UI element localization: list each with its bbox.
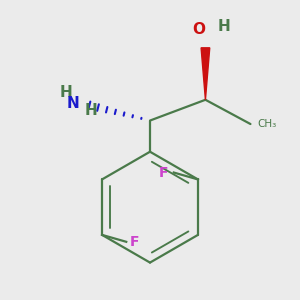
Text: O: O (192, 22, 205, 38)
Polygon shape (201, 48, 210, 100)
Text: H: H (84, 103, 97, 118)
Text: H: H (59, 85, 72, 100)
Text: N: N (66, 96, 79, 111)
Text: F: F (130, 235, 139, 249)
Text: F: F (159, 166, 169, 179)
Text: CH₃: CH₃ (257, 119, 277, 129)
Text: H: H (218, 19, 230, 34)
